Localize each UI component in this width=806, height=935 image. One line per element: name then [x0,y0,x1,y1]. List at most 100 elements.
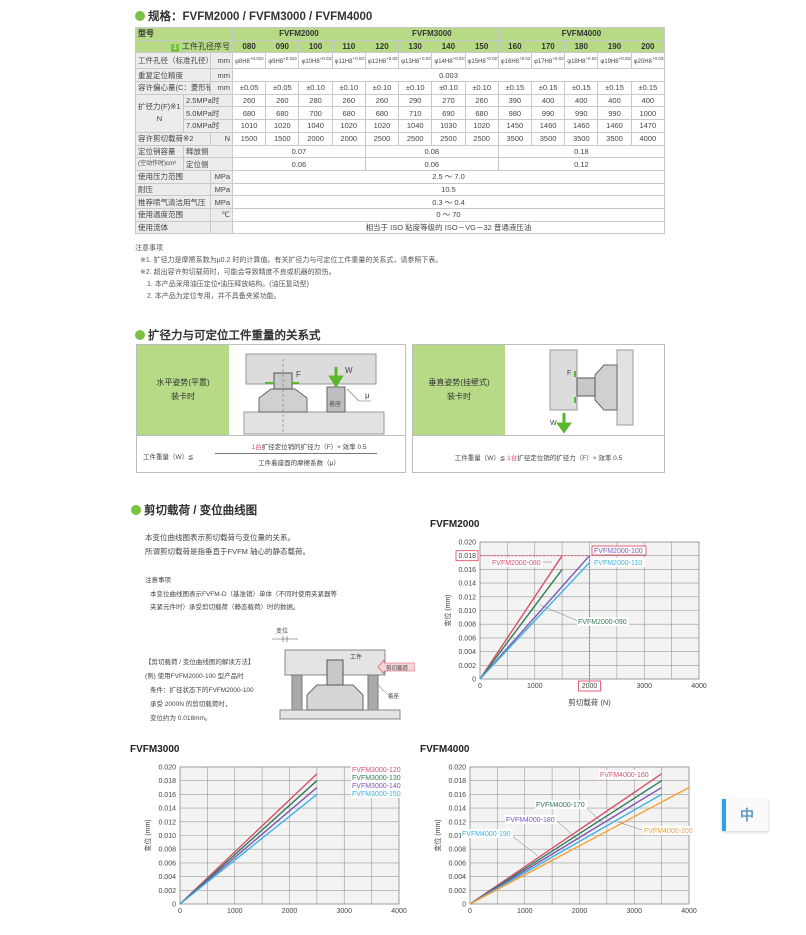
tolerance: +0.027 [452,56,464,62]
table-cell: 3500 [497,131,532,146]
language-switch-button[interactable]: 中 [722,799,768,831]
series-line [469,793,662,905]
y-tick-label: 0.008 [458,622,476,629]
tolerance: +0.033 [651,56,665,62]
table-cell: 1470 [630,119,666,133]
y-tick-label: 0.002 [158,888,176,895]
table-cell: 0.3 ～ 0.4 [232,195,665,209]
table-cell: 0.003 [232,68,665,83]
table-cell: 1450 [497,119,532,133]
size-header: 130 [398,39,433,54]
table-cell: ±0.15 [497,81,532,95]
x-tick-label: 4000 [691,683,707,690]
workpiece-shape [245,353,377,385]
table-cell: 0.12 [497,157,666,171]
x-tick-label: 2000 [572,908,588,915]
y-tick-label: 0 [172,902,176,909]
row-unit: ℃ [210,207,233,222]
diameter: φ11H8 [334,59,353,66]
y-tick-label: 0.020 [448,765,466,772]
shear-load-label: 剪切载荷 [386,664,409,672]
pin-head-shape [326,659,344,686]
x-tick-label: 3000 [336,908,352,915]
chart-fvfm4000: FVFM4000 0 0.002 0.004 0.006 0.008 0.010 0.012 0… [420,744,697,915]
hole-diameter-cell: φ16H8+0.027 [497,52,532,70]
table-cell: ±0.15 [597,81,632,95]
y-tick-label: 0.012 [458,594,476,601]
label-background [351,789,403,798]
table-cell: 3500 [597,131,632,146]
x-tick-label: 4000 [391,908,407,915]
size-header: 180 [564,39,599,54]
horizontal-mount-box: 水平姿势(平置) 装卡时 F 着座 W μ 工件重量（W）≦ 1台扩径定位销的扩… [136,344,406,473]
label-background [505,815,557,824]
tolerance: +0.022 [283,56,298,62]
table-cell: 1460 [530,119,566,133]
example-line: 条件：扩径状态下的FVFM2000-100 [150,687,254,694]
base-shape [279,709,401,720]
y-tick-label: 0.008 [158,847,176,854]
seat-block-shape [326,386,346,413]
general-row: 使用温度范围 ℃ 0 ～ 70 [135,207,665,222]
table-cell: 710 [398,106,433,121]
shear-diagram: 变位 工件 剪切载荷 着座 [272,627,415,720]
row-unit [210,220,233,235]
size-header: 190 [597,39,632,54]
y-tick-label: 0.014 [158,806,176,813]
vertical-mount-diagram: F W [549,349,634,434]
bullet-dot-icon [135,330,145,340]
chart-fvfm3000: FVFM3000 0 0.002 0.004 0.006 0.008 0.010 0.012 0… [130,744,407,915]
note-item: ※1. 扩径力是摩擦系数为μ0.2 时的计算值。有关扩径力与可定位工件重量的关系… [140,257,443,264]
table-cell: 680 [464,106,499,121]
base-shape [243,411,385,435]
diameter: φ8H8 [235,59,250,66]
formula-numerator: 1台扩径定位销的扩径力（F）× 效率 0.5 [225,441,393,451]
side-label: 定位侧 [183,157,233,171]
y-tick-label: 0.018 [158,778,176,785]
tolerance: +0.027 [518,56,531,62]
label-background [577,617,629,626]
label-leader-line [511,835,539,857]
force-unit: N [156,114,163,124]
table-cell: 260 [265,93,300,108]
relation-title-text: 扩径力与可定位工件重量的关系式 [148,330,321,342]
table-cell: 680 [265,106,300,121]
diameter: φ20H8 [633,59,652,66]
shear-load-arrow-icon [377,659,415,675]
table-cell: 390 [497,93,532,108]
y-tick-label: 0.006 [448,860,466,867]
numerator-red: 1台 [251,444,262,451]
expansion-force-row: 7.0MPa时 1010 1020 1040 1020 1020 1040 1030 1020 1… [136,119,666,133]
bullet-dot-icon [131,505,141,515]
diameter: φ19H8 [600,59,619,66]
vertical-mount-label: 垂直姿势(挂壁式) 装卡时 [413,345,505,435]
table-cell: ±0.10 [464,81,499,95]
seat-post-shape [291,674,303,711]
y-tick-label: 0.006 [458,635,476,642]
displacement-marker [272,636,298,642]
row-unit: mm [210,52,233,70]
workpiece-shape [549,349,578,411]
table-cell: 0.18 [497,144,666,159]
hole-diameter-cell: φ12H8+0.027 [364,52,400,70]
weight-arrow-icon [556,413,572,434]
relation-section-title: 扩径力与可定位工件重量的关系式 [135,327,321,343]
label-line: 装卡时 [447,392,471,401]
series-line [479,562,591,680]
x-tick-label: 2000 [582,683,598,690]
diameter: φ15H8 [467,59,486,66]
series-label: FVFM4000-200 [644,828,693,835]
label-background [593,558,645,567]
vertical-formula: 工件重量（W）≦ 1台扩径定位销的扩径力（F）× 效率 0.5 [413,452,664,462]
table-cell: 990 [564,106,599,121]
chart-title: FVFM2000 [430,519,480,530]
label-leader-line [617,821,643,831]
y-tick-label: 0.018 [448,778,466,785]
label-background [643,826,695,835]
row-label: 容许偏心量(C：菱形销) [135,81,211,95]
table-cell: 2.5 ～ 7.0 [232,169,665,184]
table-cell: 990 [530,106,566,121]
general-row: 使用流体 相当于 ISO 粘度等级的 ISO－VG－32 普通液压油 [135,220,665,235]
series-label: FVFM2000-090 [578,619,627,626]
series-line [469,773,663,905]
